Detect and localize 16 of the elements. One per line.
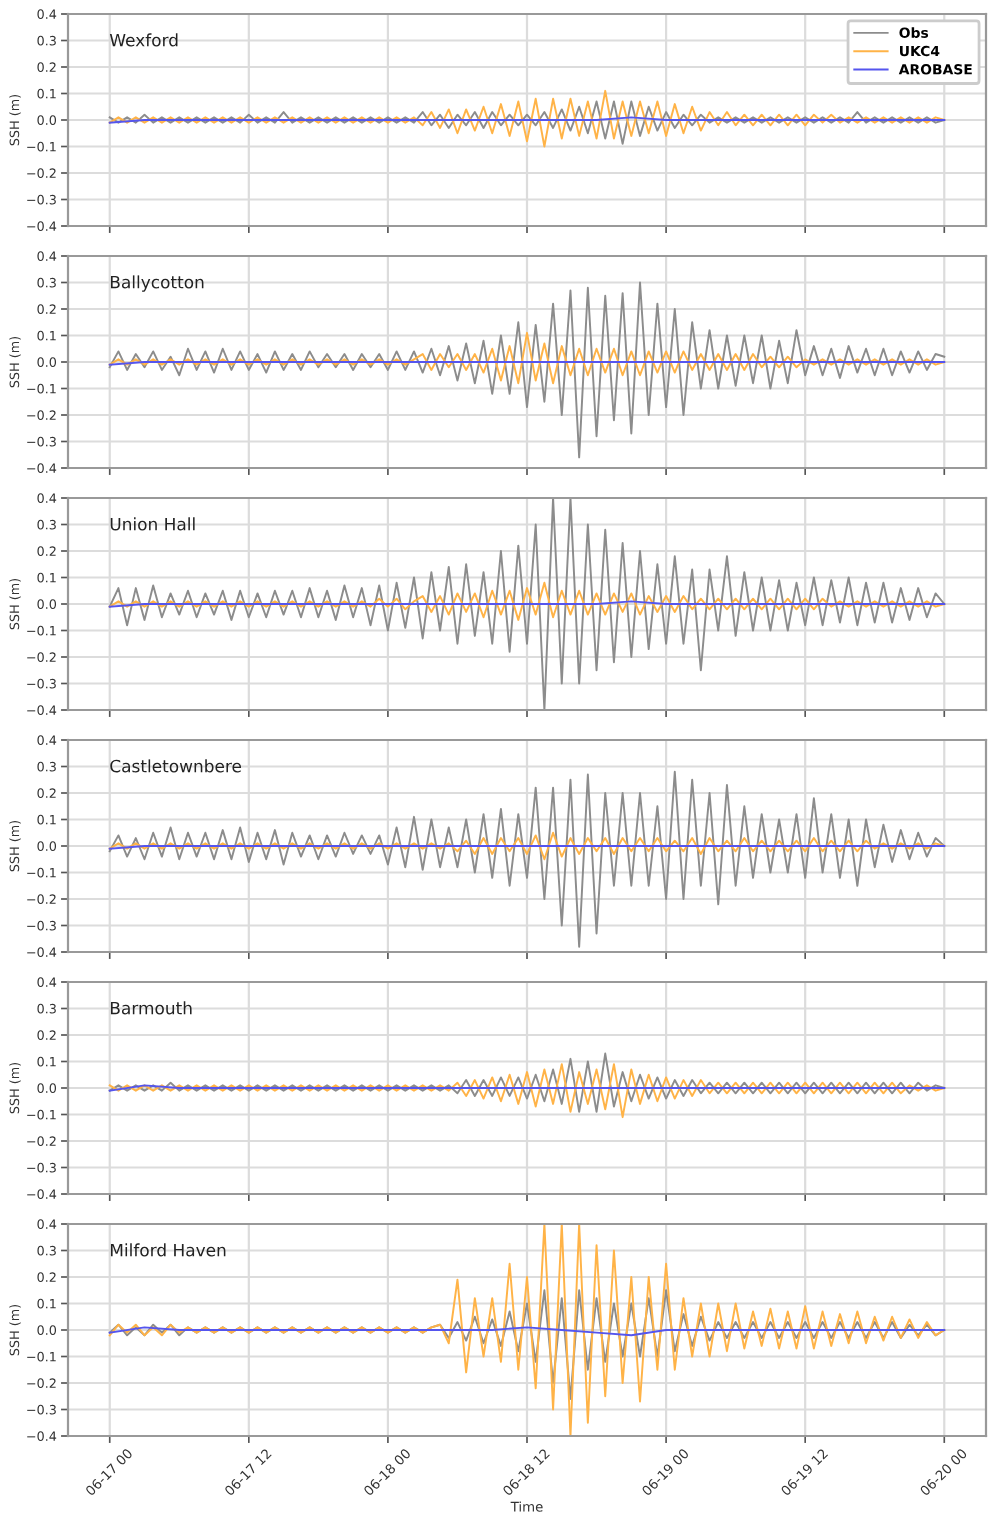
annotation: Milford Haven (110, 1243, 226, 1257)
annotation: Barmouth (110, 1001, 192, 1015)
line-series (108, 1063, 946, 1119)
line-series (108, 100, 946, 145)
annotation: Union Hall (110, 517, 195, 531)
line-series (108, 770, 946, 948)
line-series (108, 331, 946, 385)
line-series (108, 89, 946, 148)
annotation: Castletownbere (110, 759, 242, 773)
line-series (108, 498, 946, 710)
annotation: Ballycotton (110, 275, 204, 292)
line-series (108, 831, 946, 861)
line-series (108, 1052, 946, 1113)
line-series (108, 1224, 946, 1436)
annotation: Wexford (109, 33, 178, 47)
line-series (108, 581, 946, 621)
